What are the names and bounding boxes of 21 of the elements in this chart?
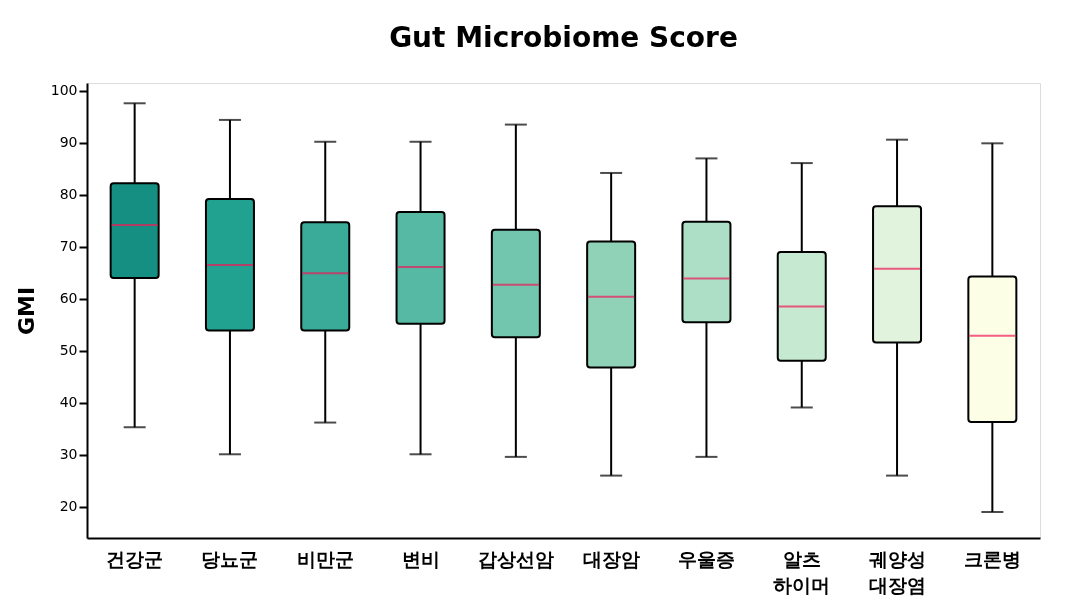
y-axis-title: GMI	[13, 286, 39, 336]
y-tick-label: 90	[59, 134, 78, 151]
x-tick-label: 갑상선암	[477, 547, 554, 570]
x-tick-label: 당뇨군	[201, 547, 259, 570]
y-tick-label: 40	[59, 394, 78, 411]
x-tick-label: 궤양성 대장염	[868, 547, 926, 596]
y-tick-label: 50	[59, 342, 78, 359]
x-tick-label: 대장암	[582, 547, 640, 570]
chart-title: Gut Microbiome Score	[389, 21, 738, 54]
x-tick-label: 건강군	[106, 547, 164, 570]
y-tick-label: 30	[59, 446, 78, 463]
x-tick-label: 비만군	[296, 547, 354, 570]
x-tick-label: 크론병	[963, 547, 1021, 570]
y-tick-label: 70	[59, 238, 78, 255]
y-tick-label: 60	[59, 290, 78, 307]
y-tick-label: 20	[59, 498, 78, 515]
x-tick-label: 변비	[401, 547, 440, 570]
y-tick-label: 100	[50, 82, 78, 99]
x-tick-label: 알츠 하이머	[773, 547, 831, 596]
y-tick-label: 80	[59, 186, 78, 203]
x-tick-label: 우울증	[677, 547, 735, 570]
